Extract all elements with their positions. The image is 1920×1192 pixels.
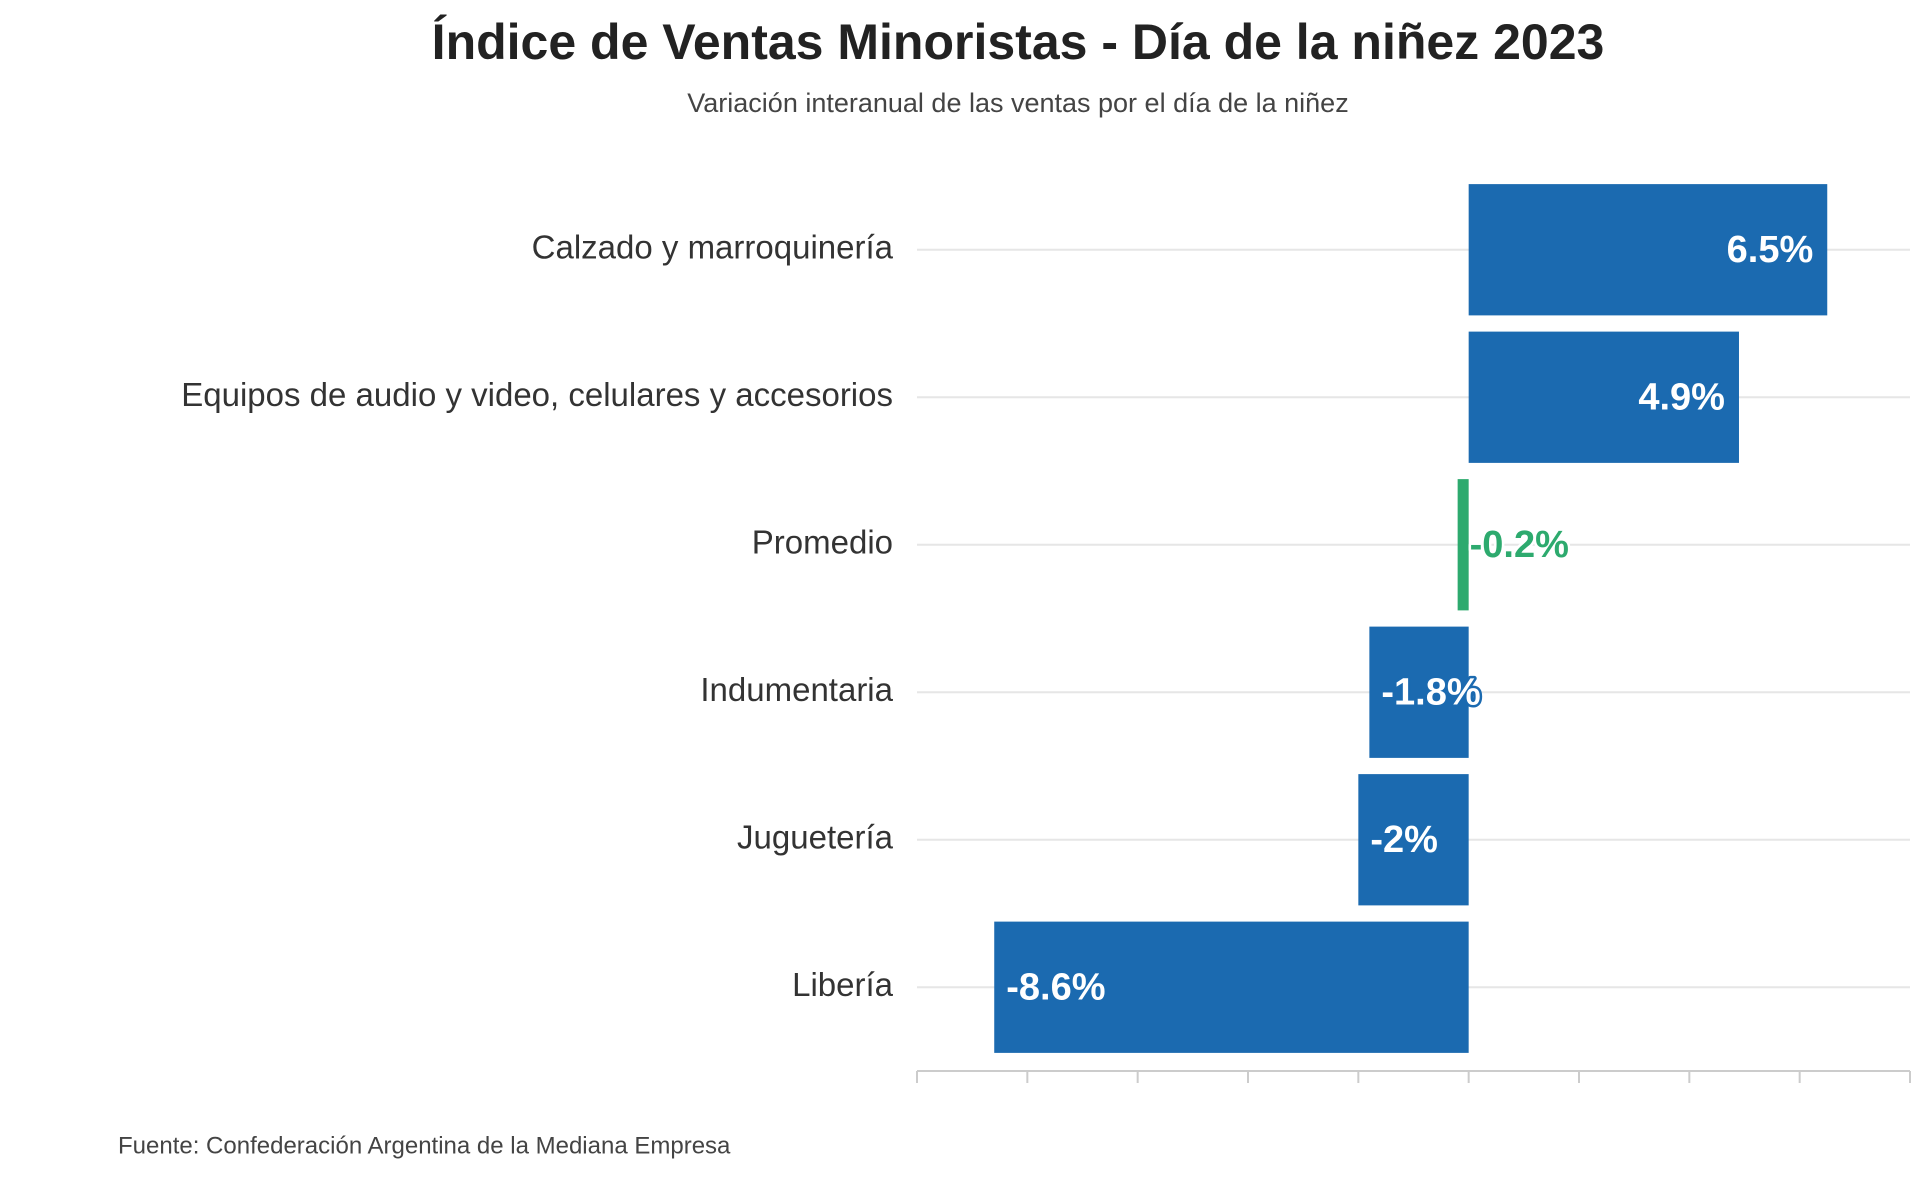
bar <box>1358 774 1469 906</box>
bar <box>1457 479 1469 611</box>
bar <box>1369 626 1469 758</box>
chart-subtitle: Variación interanual de las ventas por e… <box>687 88 1348 118</box>
y-tick-label: Promedio <box>752 523 893 560</box>
value-label: -2% <box>1370 819 1438 861</box>
value-label: -1.8% <box>1381 671 1480 713</box>
y-tick-label: Calzado y marroquinería <box>532 228 894 265</box>
value-label: 6.5% <box>1727 229 1814 271</box>
value-label: -8.6% <box>1006 966 1105 1008</box>
chart-title: Índice de Ventas Minoristas - Día de la … <box>432 14 1605 70</box>
source-note: Fuente: Confederación Argentina de la Me… <box>118 1132 731 1159</box>
y-tick-label: Equipos de audio y video, celulares y ac… <box>181 376 893 413</box>
value-label: 4.9% <box>1638 376 1725 418</box>
value-label: -0.2% <box>1470 524 1569 566</box>
bar <box>1468 184 1828 316</box>
y-tick-label: Juguetería <box>737 818 894 855</box>
bar <box>1468 331 1739 463</box>
bar <box>994 921 1469 1053</box>
y-tick-label: Libería <box>792 966 894 1003</box>
y-tick-label: Indumentaria <box>700 671 893 708</box>
